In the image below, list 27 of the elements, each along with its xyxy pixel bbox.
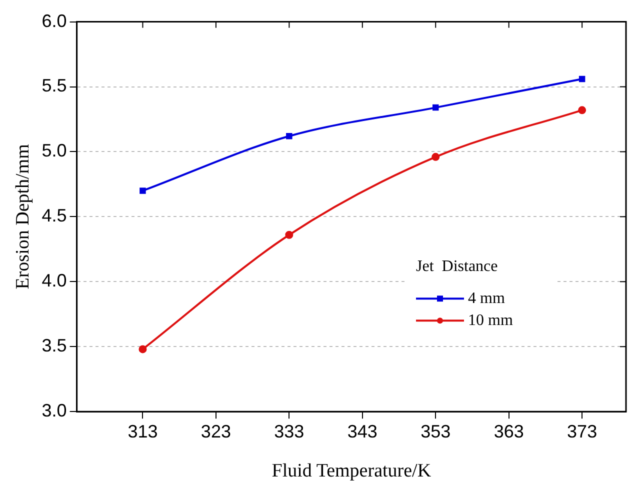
point: [286, 133, 292, 140]
y-tick-label: 3.5: [42, 336, 67, 356]
legend-label: 4 mm: [468, 290, 506, 307]
point: [432, 152, 440, 161]
x-tick-label: 363: [494, 421, 524, 442]
point: [578, 106, 586, 114]
y-axis-title: Erosion Depth/mm: [12, 144, 34, 290]
point: [578, 76, 586, 82]
y-tick-label: 5.0: [42, 140, 67, 161]
y-tick-label: 6.0: [42, 10, 67, 31]
x-tick-label: 343: [347, 421, 378, 442]
point: [432, 104, 439, 111]
x-tick-label: 373: [567, 421, 598, 442]
x-tick-label: 323: [200, 421, 231, 442]
point: [138, 345, 147, 354]
x-tick-label: 333: [274, 421, 304, 442]
x-tick-label: 313: [128, 421, 158, 442]
legend-title: Jet Distance: [416, 258, 498, 275]
y-tick-label: 4.0: [42, 270, 67, 291]
x-axis-title: Fluid Temperature/K: [272, 460, 432, 482]
point: [140, 188, 146, 194]
point: [285, 230, 294, 239]
y-tick-label: 5.5: [42, 76, 67, 96]
legend-label: 10 mm: [468, 312, 514, 329]
y-tick-label: 3.0: [42, 400, 67, 421]
x-tick-label: 353: [420, 421, 451, 442]
y-tick-label: 4.5: [42, 206, 67, 226]
